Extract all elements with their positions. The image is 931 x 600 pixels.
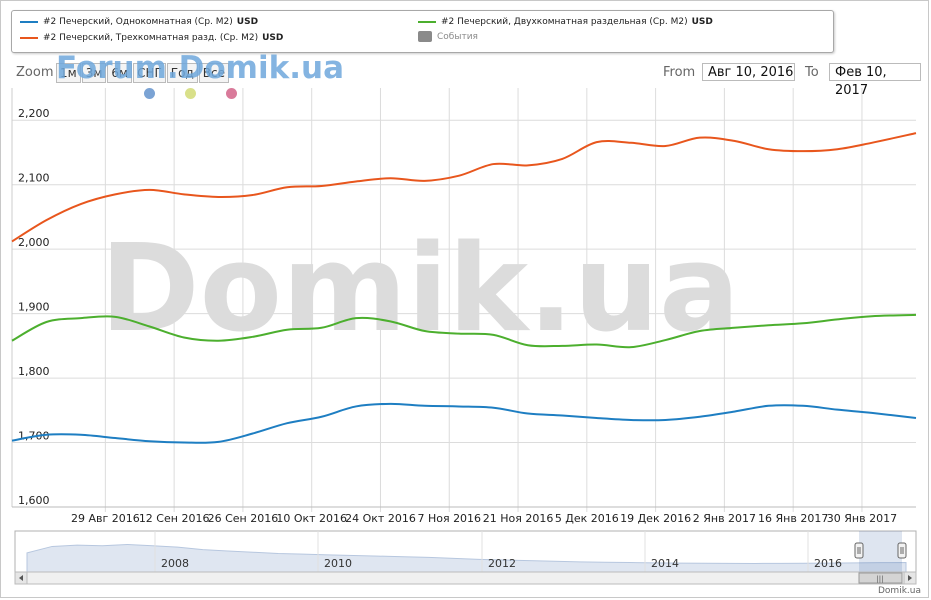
legend-swatch-3room <box>20 37 38 39</box>
navigator-series <box>26 544 907 573</box>
footer-brand: Domik.ua <box>878 586 921 596</box>
x-tick-label: 12 Сен 2016 <box>139 512 210 525</box>
x-tick-label: 30 Янв 2017 <box>827 512 897 525</box>
legend-label-events: События <box>437 31 478 42</box>
events-swatch-icon <box>418 31 432 42</box>
navigator-year-label: 2008 <box>161 557 189 570</box>
legend-unit-1room: USD <box>236 17 259 27</box>
x-tick-label: 24 Окт 2016 <box>345 512 416 525</box>
x-tick-label: 29 Авг 2016 <box>71 512 140 525</box>
x-tick-label: 21 Ноя 2016 <box>483 512 554 525</box>
arrow-right-icon <box>908 575 912 581</box>
x-tick-label: 7 Ноя 2016 <box>417 512 481 525</box>
x-tick-label: 2 Янв 2017 <box>693 512 756 525</box>
scrollbar-thumb[interactable] <box>858 572 903 584</box>
series-line-0[interactable] <box>11 132 917 243</box>
zoom-ytd-button[interactable]: СНГ <box>133 63 166 83</box>
range-to-input[interactable]: Фев 10, 2017 <box>829 63 921 98</box>
legend-item-1room[interactable]: #2 Печерский, Однокомнатная (Ср. М2) USD <box>20 17 258 27</box>
x-tick-label: 16 Янв 2017 <box>758 512 828 525</box>
navigator-handle[interactable] <box>854 542 864 559</box>
event-dot-1[interactable] <box>144 88 155 99</box>
scrollbar-grip: ||| <box>876 575 883 583</box>
x-tick-label: 19 Дек 2016 <box>620 512 691 525</box>
series-line-1[interactable] <box>11 313 917 349</box>
range-from-label: From <box>663 65 696 80</box>
legend-label-3room: #2 Печерский, Трехкомнатная разд. (Ср. М… <box>43 33 259 43</box>
navigator-year-label: 2010 <box>324 557 352 570</box>
x-tick-label: 26 Сен 2016 <box>208 512 279 525</box>
y-tick-label: 2,100 <box>18 172 50 185</box>
forum-watermark: Forum.Domik.ua <box>56 50 344 86</box>
zoom-3m-button[interactable]: 3м <box>81 63 107 83</box>
legend-label-2room: #2 Печерский, Двухкомнатная раздельная (… <box>441 17 688 27</box>
zoom-label: Zoom <box>16 65 54 80</box>
event-dot-3[interactable] <box>226 88 237 99</box>
navigator-year-label: 2014 <box>651 557 679 570</box>
grid-layer <box>11 88 916 512</box>
navigator-handle[interactable] <box>897 542 907 559</box>
x-tick-label: 10 Окт 2016 <box>276 512 347 525</box>
big-watermark: Domik.ua <box>100 220 740 359</box>
y-tick-label: 1,900 <box>18 301 50 314</box>
legend-item-events[interactable]: События <box>418 31 478 42</box>
navigator-year-label: 2016 <box>814 557 842 570</box>
y-tick-label: 2,000 <box>18 236 50 249</box>
event-dot-2[interactable] <box>185 88 196 99</box>
y-tick-label: 1,800 <box>18 365 50 378</box>
navigator: 2008 2010 2012 2014 2016 ||| <box>14 530 917 585</box>
legend-unit-3room: USD <box>262 33 284 43</box>
arrow-left-icon <box>19 575 23 581</box>
legend-unit-2room: USD <box>691 17 713 27</box>
range-to-label: To <box>805 65 819 80</box>
y-tick-label: 1,600 <box>18 494 50 507</box>
zoom-1m-button[interactable]: 1м <box>56 63 81 83</box>
series-layer <box>11 132 917 444</box>
legend-label-1room: #2 Печерский, Однокомнатная (Ср. М2) <box>43 17 233 27</box>
zoom-6m-button[interactable]: 6м <box>107 63 133 83</box>
zoom-1y-button[interactable]: Год <box>166 63 198 83</box>
series-line-2[interactable] <box>11 402 917 444</box>
legend-swatch-1room <box>20 21 38 23</box>
range-from-input[interactable]: Авг 10, 2016 <box>702 63 795 81</box>
legend-swatch-2room <box>418 21 436 23</box>
navigator-selection[interactable] <box>859 531 902 572</box>
navigator-year-label: 2012 <box>488 557 516 570</box>
zoom-buttons: 1м 3м 6м СНГ Год Все <box>56 63 230 83</box>
y-tick-label: 2,200 <box>18 107 50 120</box>
legend: #2 Печерский, Однокомнатная (Ср. М2) USD… <box>11 10 834 53</box>
x-tick-label: 5 Дек 2016 <box>555 512 619 525</box>
scrollbar-track[interactable] <box>14 571 917 585</box>
legend-item-2room[interactable]: #2 Печерский, Двухкомнатная раздельная (… <box>418 17 713 27</box>
legend-item-3room[interactable]: #2 Печерский, Трехкомнатная разд. (Ср. М… <box>20 33 283 43</box>
zoom-all-button[interactable]: Все <box>198 63 229 83</box>
